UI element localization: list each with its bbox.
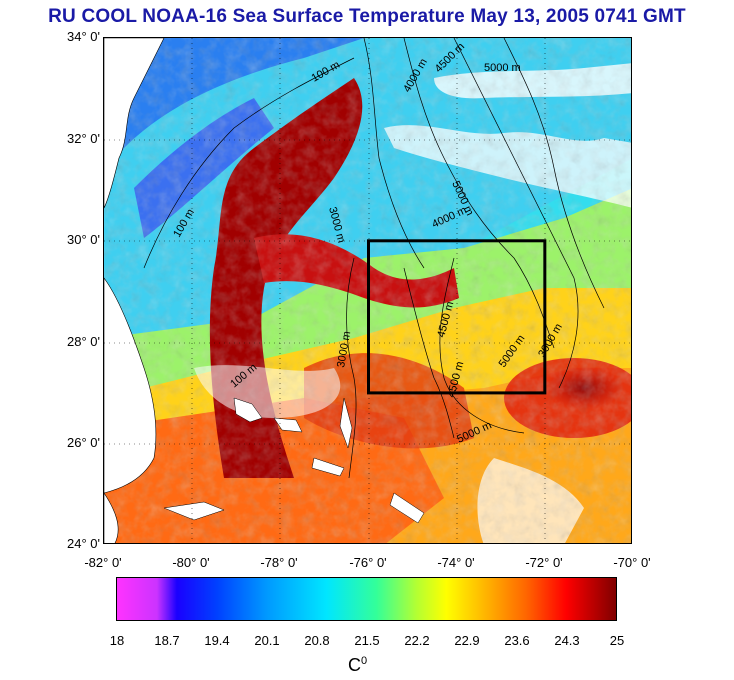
lon-label-82: -82° 0' (84, 555, 122, 570)
lon-label-74: -74° 0' (437, 555, 475, 570)
contour-label: 5000 m (484, 62, 521, 74)
depth-contours (143, 38, 605, 479)
colorbar-tick-label: 25 (609, 633, 625, 648)
sst-map[interactable]: 100 m 100 m 100 m 3000 m 3000 m 4000 m 4… (103, 37, 632, 544)
colorbar-tick-label: 22.9 (454, 633, 480, 648)
lat-label-32: 32° 0' (67, 131, 100, 146)
lat-label-30: 30° 0' (67, 232, 100, 247)
unit-superscript: 0 (361, 655, 368, 667)
colorbar-tick-label: 24.3 (554, 633, 580, 648)
lon-label-72: -72° 0' (525, 555, 563, 570)
lon-label-76: -76° 0' (349, 555, 387, 570)
colorbar-tick-label: 22.2 (404, 633, 430, 648)
sst-map-canvas: 100 m 100 m 100 m 3000 m 3000 m 4000 m 4… (104, 38, 631, 543)
colorbar-tick-label: 18 (109, 633, 125, 648)
colorbar-tick-label: 20.1 (254, 633, 280, 648)
map-title: RU COOL NOAA-16 Sea Surface Temperature … (48, 6, 686, 27)
colorbar-unit-label: C0 (348, 655, 367, 676)
colorbar-tick-label: 18.7 (154, 633, 180, 648)
study-area-box (367, 239, 547, 395)
temperature-colorbar (116, 577, 617, 621)
colorbar-tick-label: 19.4 (204, 633, 230, 648)
lat-label-34: 34° 0' (67, 29, 100, 44)
colorbar-tick-label: 20.8 (304, 633, 330, 648)
colorbar-tick-label: 23.6 (504, 633, 530, 648)
colorbar-tick-label: 21.5 (354, 633, 380, 648)
lon-label-70: -70° 0' (613, 555, 651, 570)
lat-label-26: 26° 0' (67, 435, 100, 450)
lon-label-80: -80° 0' (172, 555, 210, 570)
lat-label-24: 24° 0' (67, 536, 100, 551)
lat-label-28: 28° 0' (67, 334, 100, 349)
unit-text: C (348, 655, 361, 675)
lon-label-78: -78° 0' (260, 555, 298, 570)
